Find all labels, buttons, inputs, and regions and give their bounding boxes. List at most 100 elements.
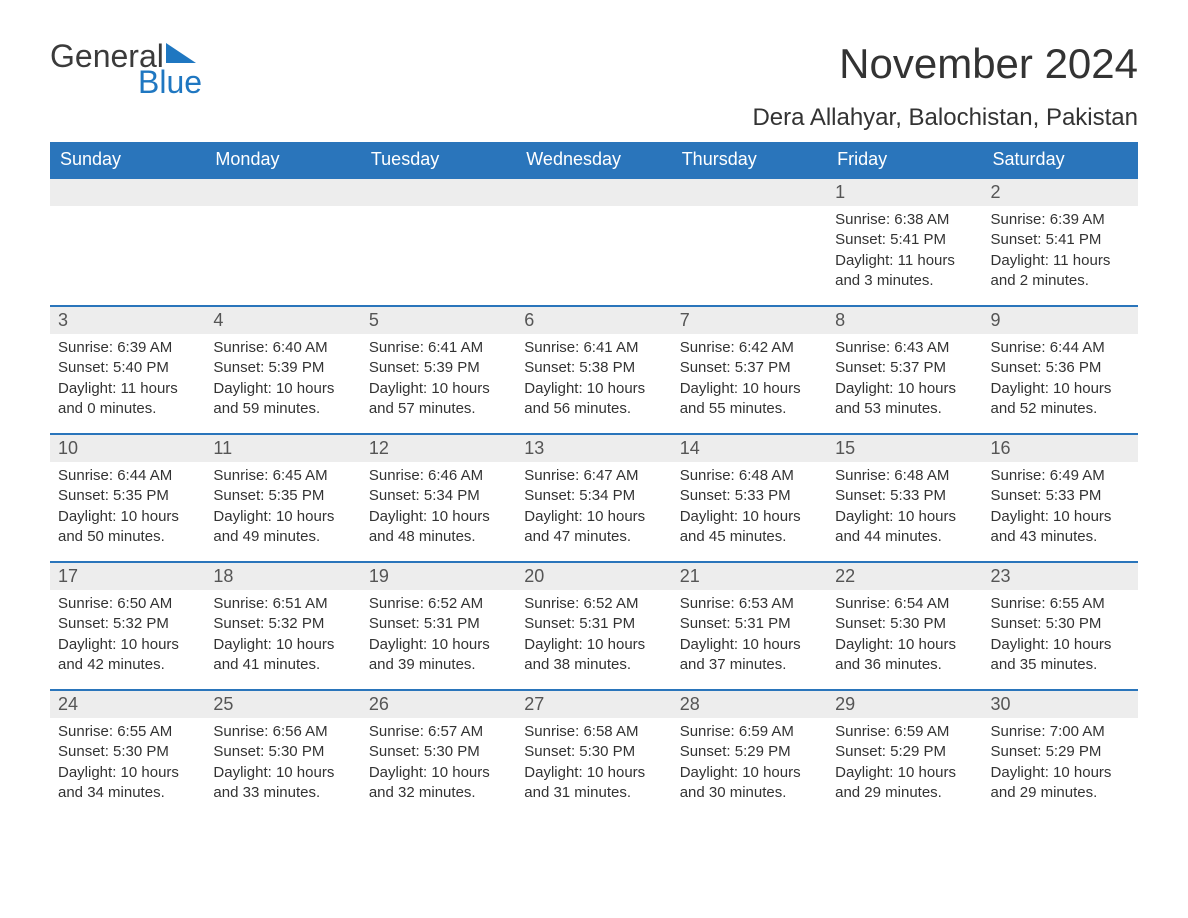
sunrise-line: Sunrise: 6:55 AM	[58, 722, 197, 742]
daylight-line: Daylight: 10 hours and 39 minutes.	[369, 635, 508, 676]
calendar-body: 1Sunrise: 6:38 AMSunset: 5:41 PMDaylight…	[50, 177, 1138, 817]
calendar-cell: 21Sunrise: 6:53 AMSunset: 5:31 PMDayligh…	[672, 561, 827, 689]
sunset-line: Sunset: 5:33 PM	[835, 486, 974, 506]
day-details: Sunrise: 6:59 AMSunset: 5:29 PMDaylight:…	[672, 718, 827, 815]
day-number: 21	[672, 561, 827, 590]
calendar-cell: 6Sunrise: 6:41 AMSunset: 5:38 PMDaylight…	[516, 305, 671, 433]
sunset-line: Sunset: 5:29 PM	[680, 742, 819, 762]
daylight-line: Daylight: 10 hours and 42 minutes.	[58, 635, 197, 676]
sunset-line: Sunset: 5:34 PM	[524, 486, 663, 506]
day-details: Sunrise: 6:54 AMSunset: 5:30 PMDaylight:…	[827, 590, 982, 687]
calendar-cell: 23Sunrise: 6:55 AMSunset: 5:30 PMDayligh…	[983, 561, 1138, 689]
sunrise-line: Sunrise: 6:53 AM	[680, 594, 819, 614]
day-details: Sunrise: 6:52 AMSunset: 5:31 PMDaylight:…	[516, 590, 671, 687]
day-details: Sunrise: 6:51 AMSunset: 5:32 PMDaylight:…	[205, 590, 360, 687]
sunrise-line: Sunrise: 6:41 AM	[369, 338, 508, 358]
calendar-cell: 4Sunrise: 6:40 AMSunset: 5:39 PMDaylight…	[205, 305, 360, 433]
calendar-cell: 29 Sunrise: 6:59 AMSunset: 5:29 PMDayligh…	[827, 689, 982, 817]
calendar-cell	[672, 177, 827, 305]
day-number: 29	[827, 689, 982, 718]
day-details: Sunrise: 6:55 AMSunset: 5:30 PMDaylight:…	[50, 718, 205, 815]
day-details	[205, 206, 360, 222]
daylight-line: Daylight: 10 hours and 30 minutes.	[680, 763, 819, 804]
weekday-header: Saturday	[983, 142, 1138, 177]
weekday-header: Friday	[827, 142, 982, 177]
day-details: Sunrise: 6:56 AMSunset: 5:30 PMDaylight:…	[205, 718, 360, 815]
sunrise-line: Sunrise: 7:00 AM	[991, 722, 1130, 742]
day-details: Sunrise: 6:43 AMSunset: 5:37 PMDaylight:…	[827, 334, 982, 431]
sunrise-line: Sunrise: 6:41 AM	[524, 338, 663, 358]
sunset-line: Sunset: 5:37 PM	[680, 358, 819, 378]
daylight-line: Daylight: 11 hours and 2 minutes.	[991, 251, 1130, 292]
calendar-cell: 13Sunrise: 6:47 AMSunset: 5:34 PMDayligh…	[516, 433, 671, 561]
calendar-cell: 20Sunrise: 6:52 AMSunset: 5:31 PMDayligh…	[516, 561, 671, 689]
sunrise-line: Sunrise: 6:43 AM	[835, 338, 974, 358]
day-details: Sunrise: 6:52 AMSunset: 5:31 PMDaylight:…	[361, 590, 516, 687]
calendar-cell: 27Sunrise: 6:58 AMSunset: 5:30 PMDayligh…	[516, 689, 671, 817]
sunrise-line: Sunrise: 6:47 AM	[524, 466, 663, 486]
sunrise-line: Sunrise: 6:58 AM	[524, 722, 663, 742]
day-details: Sunrise: 6:55 AMSunset: 5:30 PMDaylight:…	[983, 590, 1138, 687]
month-title: November 2024	[839, 40, 1138, 88]
day-number: 26	[361, 689, 516, 718]
calendar-table: SundayMondayTuesdayWednesdayThursdayFrid…	[50, 142, 1138, 817]
sunset-line: Sunset: 5:33 PM	[680, 486, 819, 506]
day-number: 7	[672, 305, 827, 334]
day-details: Sunrise: 6:45 AMSunset: 5:35 PMDaylight:…	[205, 462, 360, 559]
calendar-cell: 8Sunrise: 6:43 AMSunset: 5:37 PMDaylight…	[827, 305, 982, 433]
calendar-cell: 11Sunrise: 6:45 AMSunset: 5:35 PMDayligh…	[205, 433, 360, 561]
calendar-cell: 25Sunrise: 6:56 AMSunset: 5:30 PMDayligh…	[205, 689, 360, 817]
day-number: 15	[827, 433, 982, 462]
sunrise-line: Sunrise: 6:54 AM	[835, 594, 974, 614]
sunrise-line: Sunrise: 6:45 AM	[213, 466, 352, 486]
day-number: 19	[361, 561, 516, 590]
daylight-line: Daylight: 11 hours and 0 minutes.	[58, 379, 197, 420]
daylight-line: Daylight: 10 hours and 49 minutes.	[213, 507, 352, 548]
day-number: 20	[516, 561, 671, 590]
day-details: Sunrise: 6:39 AMSunset: 5:40 PMDaylight:…	[50, 334, 205, 431]
day-details: Sunrise: 6:42 AMSunset: 5:37 PMDaylight:…	[672, 334, 827, 431]
day-number	[205, 177, 360, 206]
daylight-line: Daylight: 10 hours and 33 minutes.	[213, 763, 352, 804]
sunset-line: Sunset: 5:31 PM	[524, 614, 663, 634]
day-number: 13	[516, 433, 671, 462]
sunrise-line: Sunrise: 6:52 AM	[369, 594, 508, 614]
day-details: Sunrise: 6:46 AMSunset: 5:34 PMDaylight:…	[361, 462, 516, 559]
daylight-line: Daylight: 10 hours and 29 minutes.	[991, 763, 1130, 804]
weekday-header: Wednesday	[516, 142, 671, 177]
sunset-line: Sunset: 5:30 PM	[58, 742, 197, 762]
daylight-line: Daylight: 10 hours and 50 minutes.	[58, 507, 197, 548]
sunset-line: Sunset: 5:33 PM	[991, 486, 1130, 506]
day-number	[50, 177, 205, 206]
daylight-line: Daylight: 10 hours and 32 minutes.	[369, 763, 508, 804]
daylight-line: Daylight: 10 hours and 57 minutes.	[369, 379, 508, 420]
sunset-line: Sunset: 5:41 PM	[835, 230, 974, 250]
sunset-line: Sunset: 5:30 PM	[524, 742, 663, 762]
calendar-cell: 18Sunrise: 6:51 AMSunset: 5:32 PMDayligh…	[205, 561, 360, 689]
daylight-line: Daylight: 10 hours and 35 minutes.	[991, 635, 1130, 676]
sunrise-line: Sunrise: 6:50 AM	[58, 594, 197, 614]
sunrise-line: Sunrise: 6:59 AM	[835, 722, 974, 742]
sunrise-line: Sunrise: 6:59 AM	[680, 722, 819, 742]
sunrise-line: Sunrise: 6:55 AM	[991, 594, 1130, 614]
day-number	[672, 177, 827, 206]
calendar-week-row: 17Sunrise: 6:50 AMSunset: 5:32 PMDayligh…	[50, 561, 1138, 689]
calendar-cell	[205, 177, 360, 305]
sunset-line: Sunset: 5:31 PM	[680, 614, 819, 634]
daylight-line: Daylight: 10 hours and 59 minutes.	[213, 379, 352, 420]
logo-word2: Blue	[138, 66, 202, 98]
daylight-line: Daylight: 10 hours and 29 minutes.	[835, 763, 974, 804]
day-details	[50, 206, 205, 222]
sunrise-line: Sunrise: 6:56 AM	[213, 722, 352, 742]
sunset-line: Sunset: 5:29 PM	[835, 742, 974, 762]
day-number: 25	[205, 689, 360, 718]
day-number: 10	[50, 433, 205, 462]
sunrise-line: Sunrise: 6:48 AM	[680, 466, 819, 486]
daylight-line: Daylight: 10 hours and 41 minutes.	[213, 635, 352, 676]
calendar-cell: 30Sunrise: 7:00 AMSunset: 5:29 PMDayligh…	[983, 689, 1138, 817]
weekday-header: Tuesday	[361, 142, 516, 177]
sunset-line: Sunset: 5:30 PM	[991, 614, 1130, 634]
day-details: Sunrise: 6:58 AMSunset: 5:30 PMDaylight:…	[516, 718, 671, 815]
calendar-week-row: 24Sunrise: 6:55 AMSunset: 5:30 PMDayligh…	[50, 689, 1138, 817]
calendar-cell: 26Sunrise: 6:57 AMSunset: 5:30 PMDayligh…	[361, 689, 516, 817]
